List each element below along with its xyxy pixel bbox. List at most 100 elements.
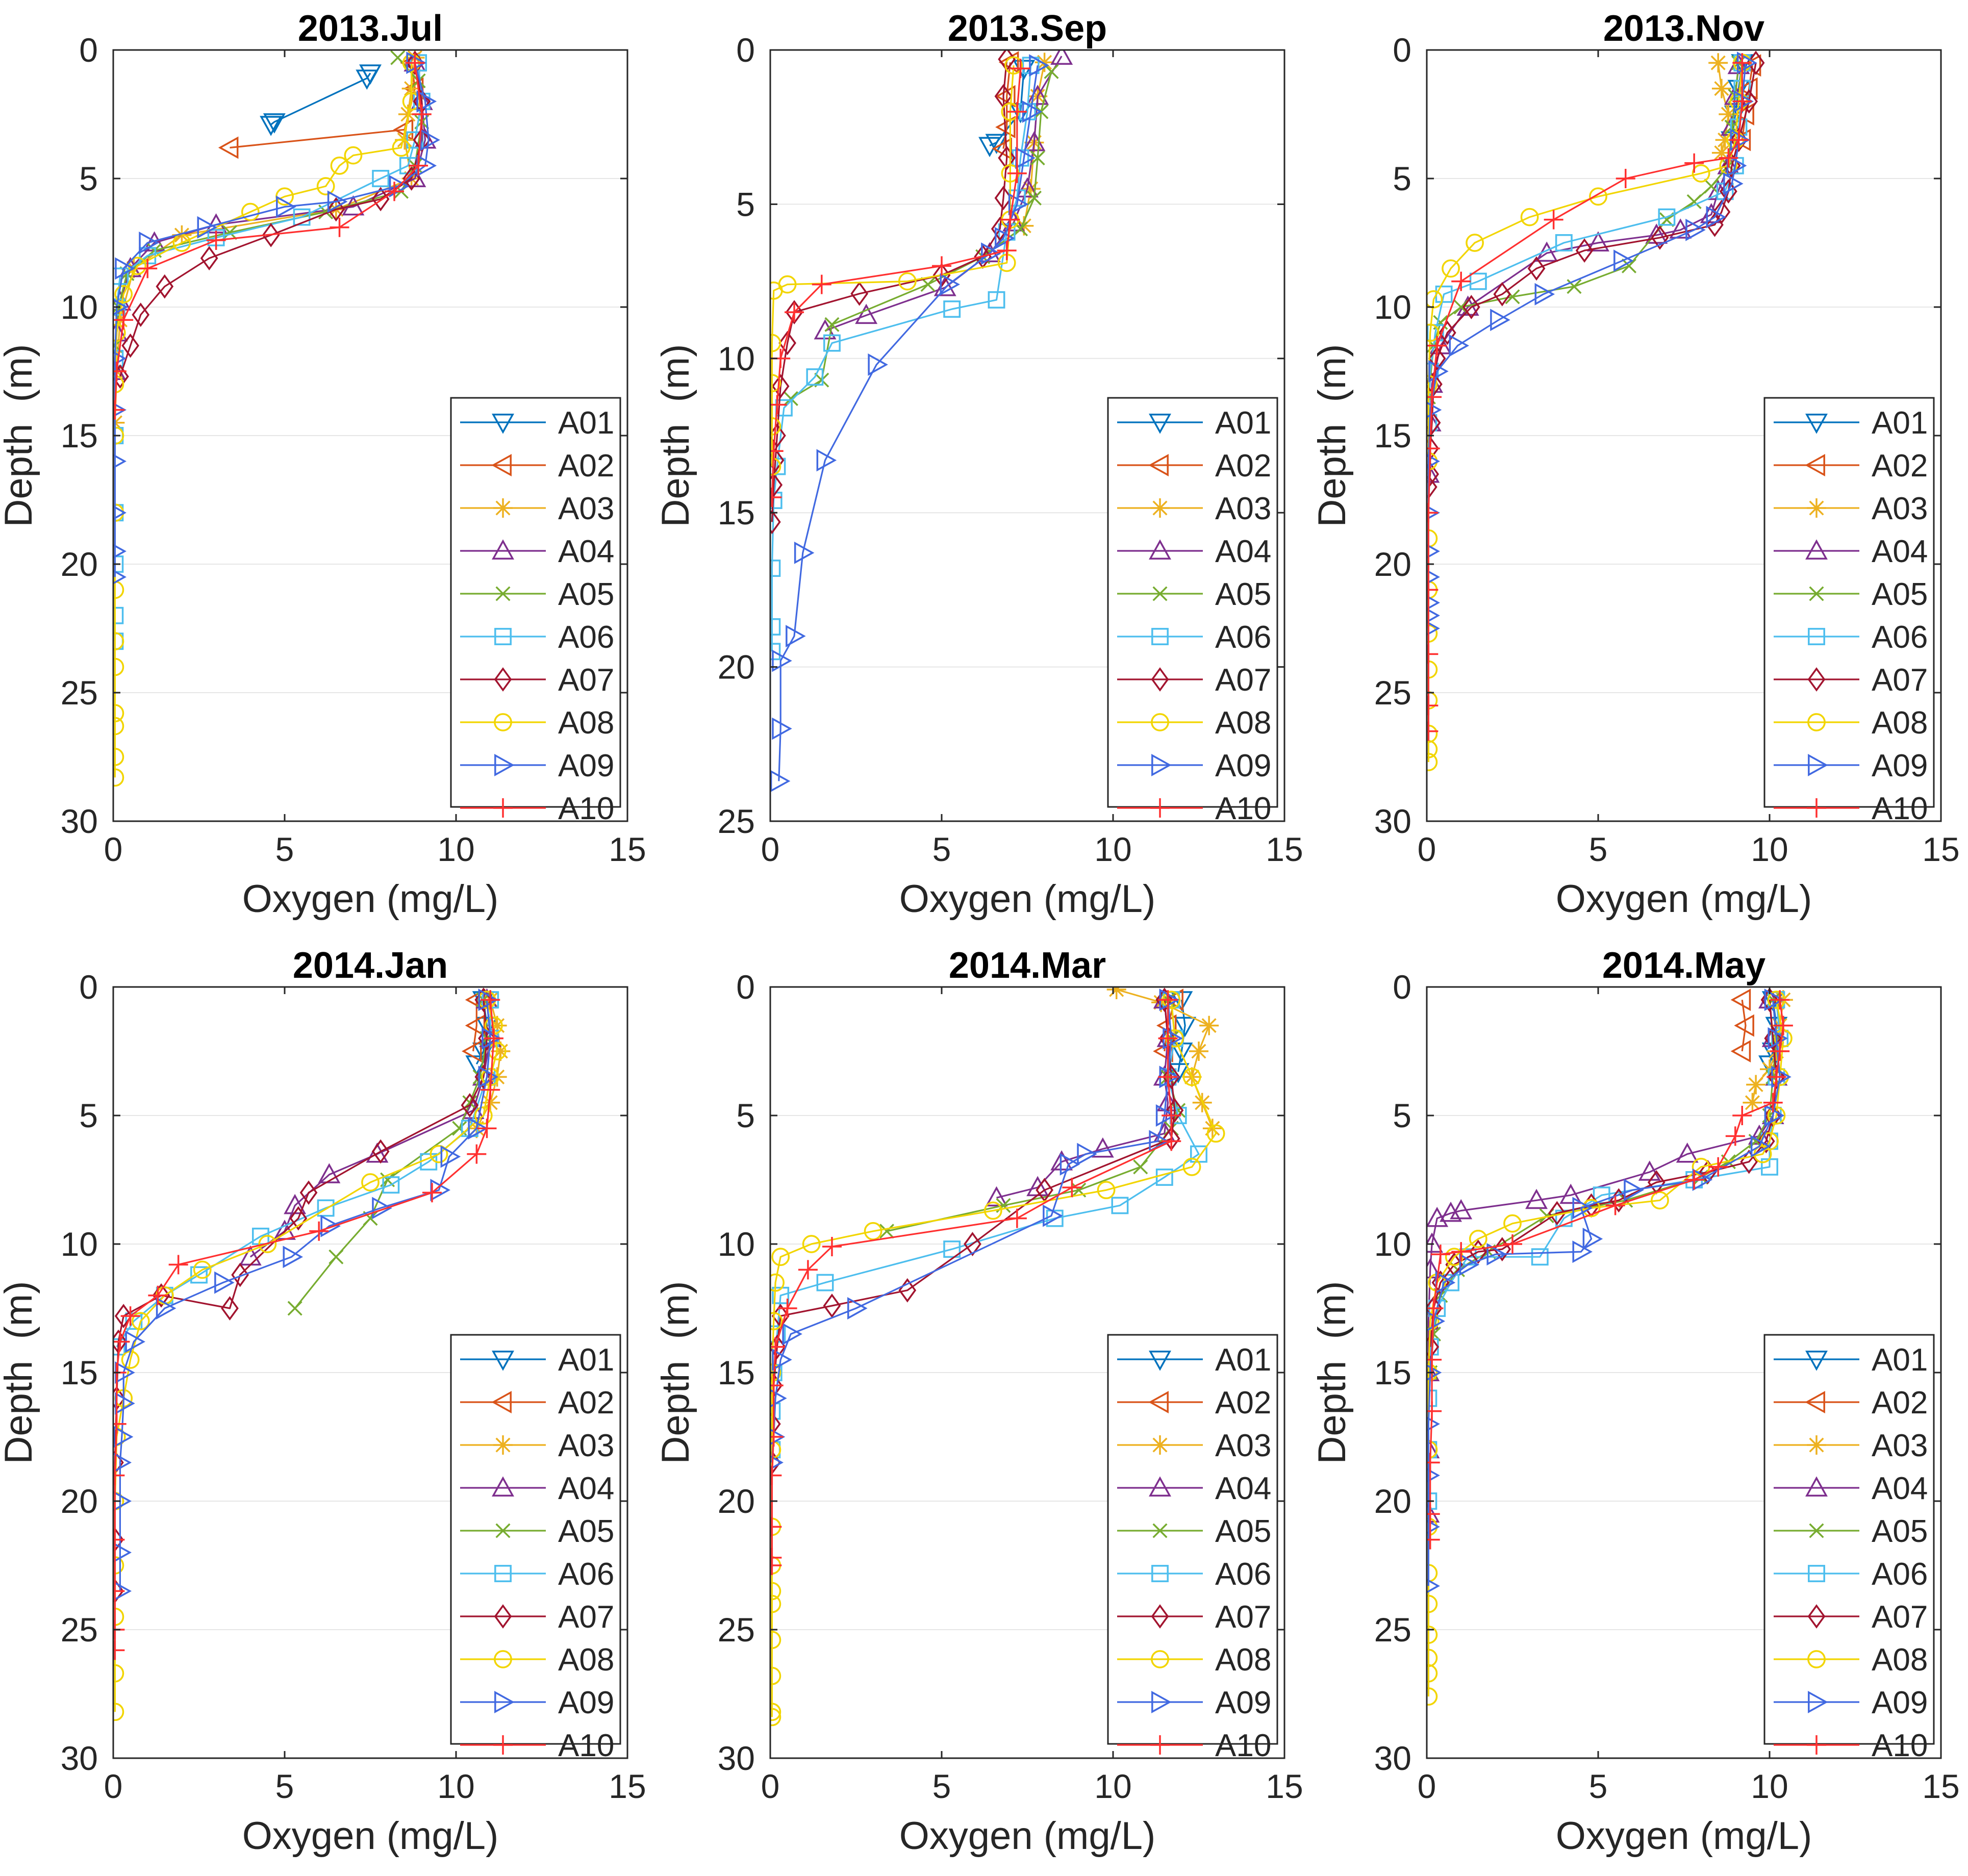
data-point-a08 [113, 632, 124, 651]
legend-box [1107, 1334, 1278, 1745]
legend-label-a05: A05 [1215, 577, 1271, 612]
x-tick-label: 10 [1094, 830, 1131, 868]
data-point-a07 [221, 1296, 239, 1321]
legend-marker-a01 [1805, 414, 1828, 434]
data-point-a09 [868, 353, 888, 376]
data-point-a07 [1438, 320, 1456, 345]
legend-label-a09: A09 [1872, 748, 1928, 783]
data-point-a08 [1427, 753, 1438, 771]
data-point-a09 [981, 242, 1001, 265]
data-point-a08 [770, 1666, 781, 1685]
data-point-a09 [113, 1581, 132, 1602]
x-tick-label: 10 [437, 830, 474, 868]
x-axis-label: Oxygen (mg/L) [899, 877, 1156, 921]
y-tick-label: 15 [718, 1354, 755, 1391]
legend-label-a01: A01 [558, 1342, 614, 1378]
data-point-a07 [289, 1206, 308, 1231]
data-point-a05 [1044, 64, 1059, 79]
data-point-a10 [1767, 1067, 1786, 1087]
legend-label-a06: A06 [558, 620, 614, 655]
legend-marker-a07 [1807, 1604, 1826, 1629]
y-tick-label: 25 [61, 1611, 98, 1649]
legend-label-a09: A09 [1872, 1685, 1928, 1720]
data-point-a09 [113, 1542, 132, 1563]
chart-title: 2014.Mar [949, 945, 1106, 986]
data-point-a06 [382, 1176, 400, 1194]
data-point-a10 [932, 256, 951, 276]
data-point-a09 [115, 257, 135, 280]
legend-label-a03: A03 [558, 491, 614, 526]
legend-label-a07: A07 [1872, 1600, 1928, 1635]
data-point-a05 [287, 1301, 302, 1316]
data-point-a05 [1621, 258, 1637, 273]
data-point-a01 [263, 113, 286, 134]
data-point-a09 [214, 1271, 235, 1294]
data-point-a08 [330, 156, 349, 175]
data-point-a01 [260, 116, 283, 136]
data-point-a08 [770, 1594, 781, 1613]
data-point-a04 [814, 319, 837, 340]
data-point-a05 [222, 225, 238, 240]
data-point-a10 [1770, 1042, 1790, 1061]
legend-marker-a01 [1149, 1351, 1171, 1371]
data-point-a08 [316, 177, 335, 196]
data-point-a06 [1555, 234, 1573, 251]
data-point-a09 [1427, 544, 1440, 559]
data-point-a10 [770, 1337, 786, 1357]
data-point-a08 [770, 1273, 785, 1292]
data-point-a09 [1077, 1143, 1097, 1165]
chart-title: 2014.May [1602, 945, 1765, 986]
legend-marker-a05 [1809, 586, 1824, 601]
legend-label-a04: A04 [1215, 1471, 1271, 1506]
series-line-a08 [771, 1000, 1217, 1717]
data-point-a07 [1428, 346, 1446, 371]
legend-marker-a04 [1805, 539, 1828, 560]
data-point-a08 [770, 457, 781, 476]
legend-label-a10: A10 [1872, 1728, 1928, 1763]
y-tick-label: 20 [61, 1482, 98, 1520]
chart-title: 2013.Nov [1603, 8, 1764, 49]
legend-label-a08: A08 [1215, 1642, 1271, 1678]
data-point-a06 [988, 291, 1005, 309]
data-point-a03 [481, 1093, 500, 1112]
legend-label-a05: A05 [1872, 1514, 1928, 1549]
legend-marker-a09 [1808, 1691, 1828, 1713]
data-point-a09 [1029, 54, 1049, 77]
data-point-a04 [1669, 218, 1692, 239]
series-group [1427, 50, 1765, 771]
data-point-a03 [491, 1042, 511, 1061]
data-point-a09 [482, 1027, 502, 1050]
data-point-a04 [318, 1163, 341, 1183]
legend-label-a06: A06 [1215, 1557, 1271, 1592]
data-point-a10 [113, 400, 125, 420]
data-point-a07 [1427, 462, 1440, 487]
data-point-a10 [113, 1465, 125, 1485]
legend: A01 A02 A03 A04 A05 A06 A07 A08 A09 A10 [1107, 1334, 1278, 1763]
legend-label-a01: A01 [1215, 1342, 1271, 1378]
legend-label-a06: A06 [1872, 1557, 1928, 1592]
x-axis-label: Oxygen (mg/L) [899, 1814, 1156, 1858]
legend-label-a05: A05 [558, 577, 614, 612]
data-point-a05 [329, 1249, 344, 1264]
x-tick-label: 0 [104, 830, 123, 868]
data-point-a09 [156, 1297, 176, 1320]
data-point-a09 [327, 190, 348, 213]
legend-label-a02: A02 [1872, 448, 1928, 484]
data-point-a08 [770, 1708, 781, 1727]
series-line-a09 [1427, 1000, 1781, 1586]
data-point-a09 [1490, 309, 1510, 332]
data-point-a10 [1503, 1234, 1522, 1254]
legend-marker-a01 [1149, 414, 1171, 434]
data-point-a09 [816, 449, 837, 472]
data-point-a08 [1589, 187, 1607, 206]
data-point-a10 [113, 1640, 125, 1660]
legend-marker-a07 [494, 667, 512, 692]
data-point-a09 [770, 770, 791, 793]
y-tick-label: 15 [718, 494, 755, 531]
legend-marker-a08 [494, 1650, 512, 1668]
data-point-a09 [416, 90, 437, 113]
series-line-a07 [771, 59, 1008, 522]
data-point-a10 [1451, 1242, 1471, 1262]
data-point-a10 [1427, 696, 1439, 716]
series-line-a10 [1427, 63, 1743, 731]
